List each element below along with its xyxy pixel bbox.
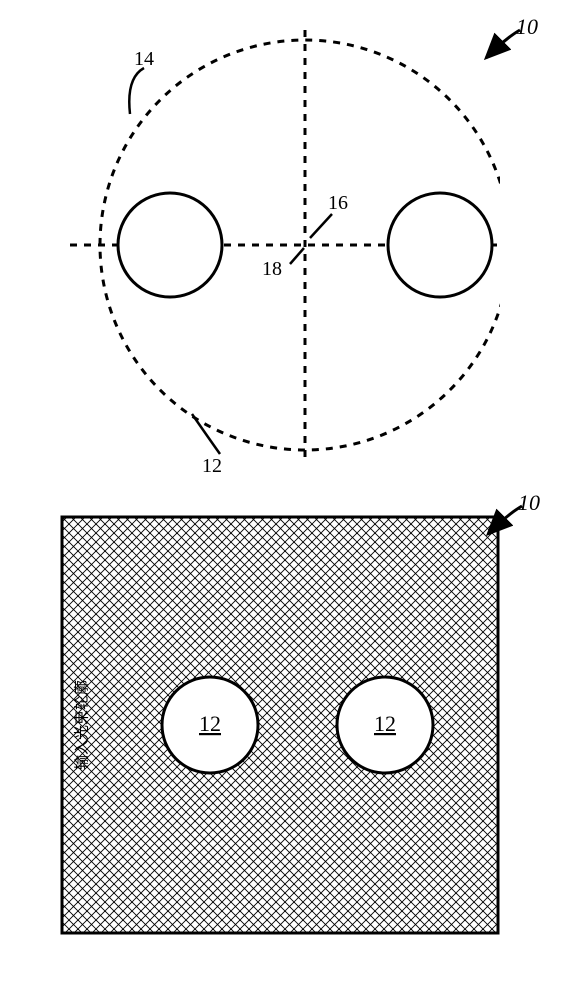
side-label: 输入光束轮廓: [71, 680, 92, 770]
figure-page: 14 16 18 12 10 输入光束轮廓: [0, 0, 564, 1000]
label-14: 14: [134, 48, 154, 71]
label-16: 16: [328, 192, 348, 215]
right-panel-svg: [60, 30, 500, 460]
small-circle-b: [388, 193, 492, 297]
left-panel: 输入光束轮廓 12 12: [60, 515, 500, 935]
leader-14: [129, 68, 144, 114]
label-18: 18: [262, 258, 282, 281]
leader-12: [192, 414, 220, 454]
left-panel-svg: 12 12: [60, 515, 500, 935]
label-12-right: 12: [202, 455, 222, 478]
hole-a-label: 12: [199, 711, 221, 736]
leader-18: [290, 248, 304, 264]
right-panel: 14 16 18: [60, 30, 500, 460]
hole-b-label: 12: [374, 711, 396, 736]
label-10-top: 10: [516, 14, 538, 40]
leader-16: [310, 214, 332, 238]
small-circle-a: [118, 193, 222, 297]
label-10-bottom: 10: [518, 490, 540, 516]
